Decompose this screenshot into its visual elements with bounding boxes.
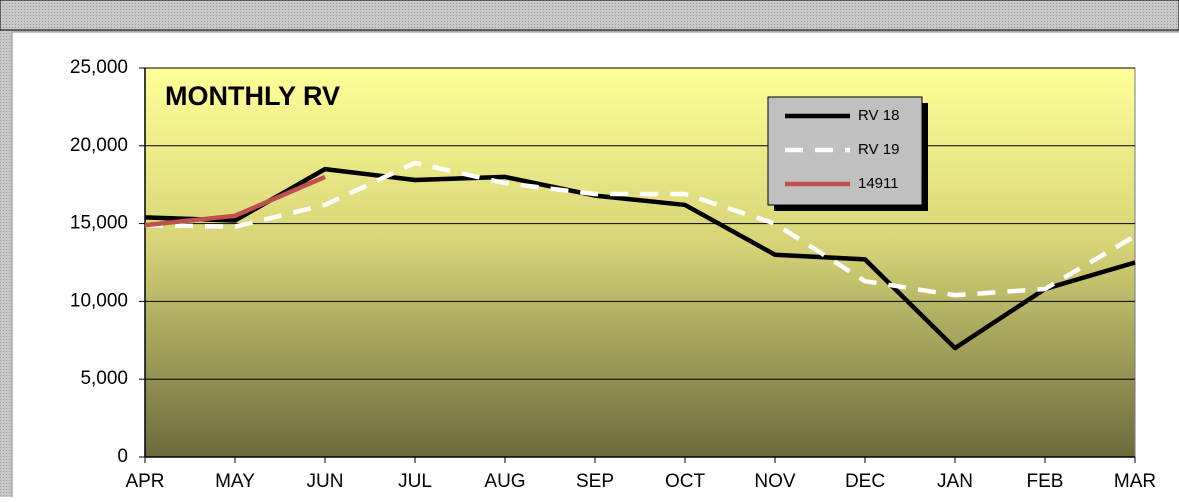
x-tick-label: JUL [398, 471, 432, 492]
series-line [144, 174, 326, 228]
series-line [144, 166, 1136, 351]
y-tick-label: 5,000 [80, 368, 128, 389]
x-tick-label: APR [125, 471, 164, 492]
y-tick-label: 25,000 [70, 57, 128, 78]
legend-label: RV 18 [858, 107, 899, 124]
legend-label: RV 19 [858, 141, 899, 158]
x-tick-label: JAN [937, 471, 973, 492]
x-tick-label: MAR [1114, 471, 1156, 492]
x-tick-label: MAY [215, 471, 255, 492]
plot-area [144, 67, 1136, 458]
x-tick-label: NOV [754, 471, 796, 492]
legend-label: 14911 [858, 175, 899, 192]
x-tick-label: OCT [665, 471, 706, 492]
x-tick-label: JUN [307, 471, 344, 492]
x-tick-label: AUG [484, 471, 525, 492]
chart-title: MONTHLY RV [165, 81, 340, 111]
x-tick-label: DEC [845, 471, 885, 492]
y-tick-label: 0 [117, 446, 128, 467]
x-tick-label: FEB [1027, 471, 1064, 492]
y-tick-label: 15,000 [70, 213, 128, 234]
series-line [144, 160, 1137, 298]
y-tick-label: 20,000 [70, 135, 128, 156]
y-tick-label: 10,000 [70, 290, 128, 311]
x-tick-label: SEP [576, 471, 614, 492]
legend: RV 18 RV 19 14911 [767, 96, 928, 211]
top-bar [0, 0, 1179, 31]
